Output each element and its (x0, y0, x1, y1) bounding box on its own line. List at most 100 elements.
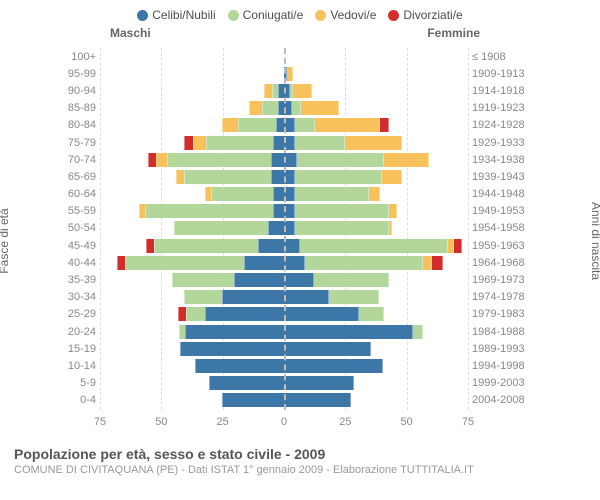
female-bar (284, 153, 468, 167)
bar-segment (284, 101, 292, 115)
bar-segment (244, 256, 284, 270)
bar-segment (273, 187, 284, 201)
bar-segment (205, 307, 285, 321)
bar-segment (384, 153, 429, 167)
male-bar (100, 67, 284, 81)
bar-segment (125, 256, 244, 270)
female-bar (284, 50, 468, 64)
bar-segment (176, 170, 184, 184)
gender-headers: Maschi Femmine (0, 26, 600, 42)
bar-segment (284, 256, 305, 270)
male-bar (100, 50, 284, 64)
bar-zone (100, 273, 468, 287)
bar-segment (295, 170, 382, 184)
female-bar (284, 359, 468, 373)
age-label: 20-24 (60, 326, 100, 338)
birth-year-label: 1974-1978 (468, 291, 530, 303)
age-row: 65-691939-1943 (60, 168, 530, 185)
age-label: 10-14 (60, 360, 100, 372)
legend-swatch (228, 10, 239, 21)
male-bar (100, 84, 284, 98)
age-row: 100+≤ 1908 (60, 48, 530, 65)
bar-segment (284, 307, 359, 321)
bar-segment (264, 84, 272, 98)
age-label: 25-29 (60, 308, 100, 320)
bar-segment (295, 204, 389, 218)
bar-segment (271, 153, 284, 167)
bar-segment (413, 325, 424, 339)
age-label: 0-4 (60, 394, 100, 406)
bar-segment (273, 136, 284, 150)
bar-zone (100, 393, 468, 407)
bar-segment (295, 118, 316, 132)
bar-zone (100, 187, 468, 201)
bar-zone (100, 118, 468, 132)
birth-year-label: 1919-1923 (468, 102, 530, 114)
male-bar (100, 273, 284, 287)
bar-segment (295, 187, 370, 201)
bar-segment (284, 239, 300, 253)
male-bar (100, 325, 284, 339)
bar-segment (178, 307, 186, 321)
age-row: 40-441964-1968 (60, 254, 530, 271)
bar-zone (100, 256, 468, 270)
birth-year-label: 1989-1993 (468, 343, 530, 355)
bar-segment (234, 273, 284, 287)
birth-year-label: 1964-1968 (468, 257, 530, 269)
bar-segment (284, 342, 371, 356)
bar-segment (146, 239, 154, 253)
chart-footer: Popolazione per età, sesso e stato civil… (0, 440, 600, 476)
x-tick: 25 (217, 416, 229, 428)
male-bar (100, 221, 284, 235)
female-bar (284, 290, 468, 304)
bar-segment (193, 136, 206, 150)
age-row: 20-24 1984-1988 (60, 323, 530, 340)
age-label: 95-99 (60, 68, 100, 80)
birth-year-label: ≤ 1908 (468, 51, 530, 63)
bar-segment (186, 307, 204, 321)
male-bar (100, 239, 284, 253)
bar-segment (284, 376, 354, 390)
bar-segment (249, 101, 262, 115)
age-row: 10-141994-1998 (60, 357, 530, 374)
bar-segment (369, 187, 380, 201)
bar-segment (287, 67, 293, 81)
male-bar (100, 101, 284, 115)
bar-zone (100, 342, 468, 356)
bar-segment (295, 221, 389, 235)
bar-segment (211, 187, 273, 201)
header-female: Femmine (427, 26, 480, 40)
male-bar (100, 307, 284, 321)
age-row: 0-42004-2008 (60, 392, 530, 409)
bar-segment (148, 153, 156, 167)
female-bar (284, 136, 468, 150)
age-label: 55-59 (60, 205, 100, 217)
female-bar (284, 256, 468, 270)
age-row: 85-891919-1923 (60, 100, 530, 117)
birth-year-label: 1959-1963 (468, 240, 530, 252)
bar-segment (423, 256, 431, 270)
legend-item: Coniugati/e (228, 8, 304, 22)
female-bar (284, 273, 468, 287)
female-bar (284, 307, 468, 321)
age-label: 75-79 (60, 137, 100, 149)
birth-year-label: 1984-1988 (468, 326, 530, 338)
bar-segment (268, 221, 284, 235)
bar-segment (154, 239, 258, 253)
bar-zone (100, 101, 468, 115)
header-male: Maschi (110, 26, 151, 40)
bar-segment (389, 221, 392, 235)
male-bar (100, 393, 284, 407)
age-row: 60-641944-1948 (60, 186, 530, 203)
female-bar (284, 393, 468, 407)
bar-segment (284, 118, 295, 132)
age-label: 80-84 (60, 119, 100, 131)
bar-segment (284, 170, 295, 184)
age-label: 5-9 (60, 377, 100, 389)
bar-segment (284, 204, 295, 218)
age-label: 50-54 (60, 222, 100, 234)
bar-segment (174, 221, 268, 235)
male-bar (100, 187, 284, 201)
bar-segment (258, 239, 284, 253)
bar-segment (184, 136, 192, 150)
